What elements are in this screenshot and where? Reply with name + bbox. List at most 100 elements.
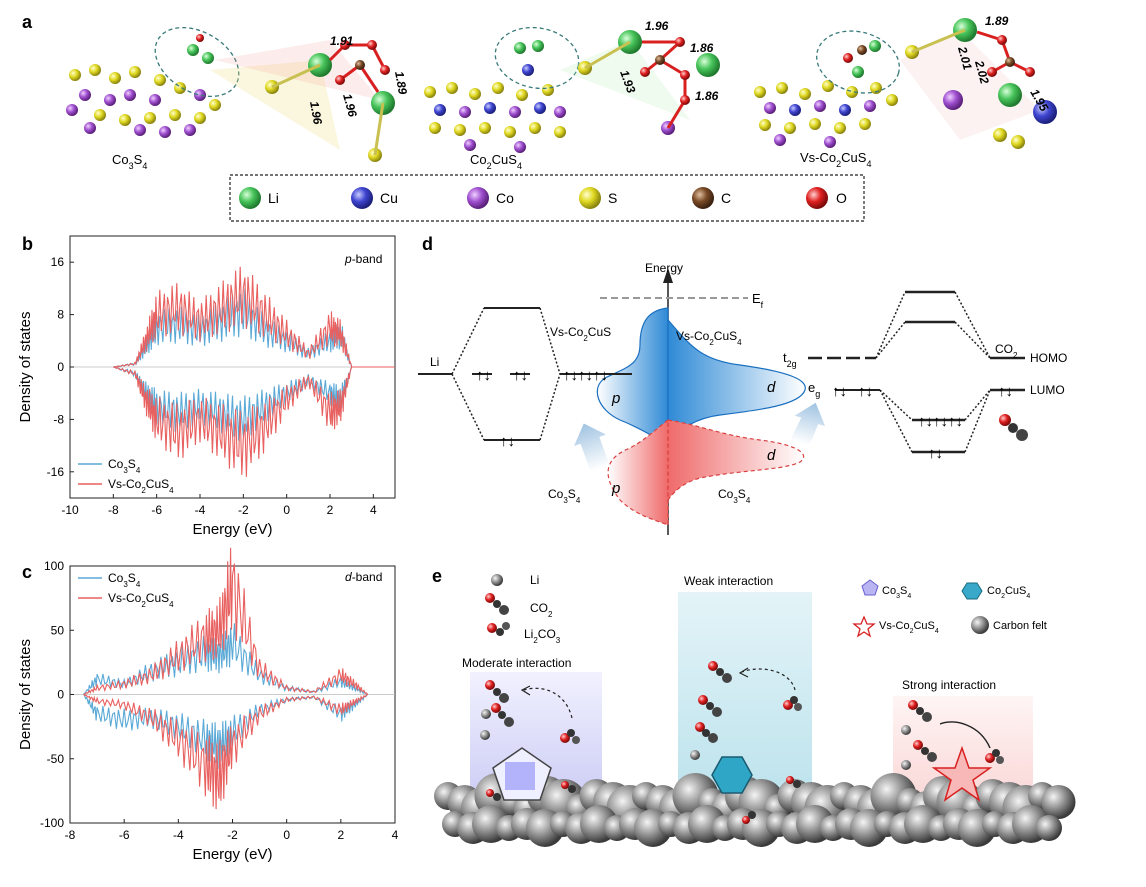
carbon-felt	[434, 773, 1076, 847]
x-tick-label: 2	[337, 828, 344, 842]
homo-label: HOMO	[1030, 351, 1067, 365]
weak-box	[678, 592, 812, 790]
d-band-chart: -8 -6 -4 -2 0 2 4 -100 -50 0 50 100 Energy (eV) Densi…	[17, 547, 399, 863]
y-axis-label: Density of states	[17, 639, 34, 750]
x-tick-label: -6	[151, 503, 162, 517]
legend-entry: Co3S4	[108, 457, 141, 475]
co3s4-label: Co3S4	[718, 487, 751, 505]
co2-label: CO2	[995, 342, 1018, 360]
p-label: p	[611, 390, 620, 407]
panel-d-label: d	[422, 234, 433, 254]
legend-s: S	[579, 187, 617, 209]
bond-length: 1.89	[985, 14, 1009, 28]
svg-text:↑↓: ↑↓	[476, 367, 491, 384]
svg-text:Carbon felt: Carbon felt	[993, 620, 1047, 632]
svg-text:↑↓: ↑↓	[858, 383, 873, 400]
svg-text:↑↓: ↑↓	[500, 433, 515, 450]
shift-arrow	[573, 423, 610, 472]
svg-text:Li2CO3: Li2CO3	[524, 627, 561, 645]
svg-text:CO2: CO2	[530, 601, 553, 619]
dos-red-d	[667, 419, 805, 502]
y-tick-label: 16	[51, 255, 65, 269]
x-tick-label: 0	[283, 828, 290, 842]
svg-text:Co3S4: Co3S4	[882, 585, 911, 600]
svg-text:Co: Co	[496, 190, 514, 206]
legend-entry: Vs-Co2CuS4	[108, 477, 174, 495]
d-label: d	[767, 447, 776, 464]
weak-label: Weak interaction	[684, 574, 773, 588]
energy-arrow	[663, 268, 673, 283]
bond-length: 1.96	[307, 100, 325, 126]
legend-c: C	[692, 187, 731, 209]
bond-length: 2.01	[955, 44, 975, 71]
legend-co3s4: Co3S4	[861, 579, 911, 600]
svg-text:Vs-Co2CuS4: Vs-Co2CuS4	[879, 620, 939, 635]
bond-length: 1.96	[645, 19, 669, 33]
y-tick-label: 0	[57, 688, 64, 702]
dos-blue-d	[667, 318, 806, 442]
bond-length: 1.86	[695, 89, 719, 103]
legend-co2cus4: Co2CuS4	[961, 582, 1030, 600]
svg-text:C: C	[721, 190, 731, 206]
series-line-Vs-Co2CuS4	[83, 547, 369, 696]
svg-text:Cu: Cu	[380, 190, 398, 206]
series-line-Vs-Co2CuS4	[113, 366, 395, 477]
legend-entry: Vs-Co2CuS4	[108, 591, 174, 609]
eg-label: eg	[808, 380, 820, 399]
legend-co: Co	[467, 187, 514, 209]
svg-text:S: S	[608, 190, 617, 206]
carbon-felt-ball	[1036, 815, 1062, 841]
strong-label: Strong interaction	[902, 678, 996, 692]
atom-cluster	[66, 64, 221, 138]
dos-blue-p	[596, 307, 669, 448]
vs-right-label: Vs-Co2CuS4	[676, 329, 742, 347]
co2-molecule	[999, 414, 1028, 441]
structure-name: Co2CuS4	[470, 152, 522, 171]
energy-label: Energy	[645, 261, 683, 275]
bond-length: 1.91	[330, 34, 354, 48]
legend-li2co3: Li2CO3	[487, 622, 561, 645]
svg-text:Li: Li	[268, 190, 279, 206]
vs-co2cus4-catalyst	[931, 745, 993, 802]
y-tick-label: -100	[40, 816, 64, 830]
svg-text:Co2CuS4: Co2CuS4	[987, 585, 1030, 600]
carbon-felt-ball	[1041, 785, 1076, 819]
y-tick-label: 8	[57, 308, 64, 322]
legend-li: Li	[491, 573, 539, 587]
atom-legend	[229, 174, 865, 222]
x-tick-label: -2	[238, 503, 249, 517]
svg-text:O: O	[836, 190, 847, 206]
vs-co2cus4-structure: 1.89 2.01 2.02 1.95 Vs-Co2CuS4	[754, 14, 1057, 169]
y-tick-label: 0	[57, 360, 64, 374]
legend-vs-co2cus4: Vs-Co2CuS4	[852, 615, 939, 638]
panel-c-label: c	[22, 562, 32, 582]
series-line-Vs-Co2CuS4	[113, 266, 395, 368]
co2cus4-structure: 1.96 1.86 1.93 1.86 Co2CuS4	[424, 19, 720, 171]
bond-length: 2.02	[972, 58, 992, 85]
y-tick-label: 50	[51, 623, 65, 637]
x-tick-label: -8	[108, 503, 119, 517]
svg-text:↑↓↑↓↑↓: ↑↓↑↓↑↓	[563, 367, 608, 384]
vs-left-label: Vs-Co2CuS	[550, 325, 611, 343]
x-axis-label: Energy (eV)	[192, 521, 272, 538]
svg-text:↑↓↑↓↑↓: ↑↓↑↓↑↓	[918, 413, 963, 430]
d-label: d	[767, 379, 776, 396]
x-axis-label: Energy (eV)	[192, 846, 272, 863]
panel-b-label: b	[22, 234, 33, 254]
legend-co2: CO2	[485, 593, 553, 619]
lumo-label: LUMO	[1030, 383, 1065, 397]
x-tick-label: 4	[370, 503, 377, 517]
li-label: Li	[430, 355, 439, 369]
panel-d: d Energy Ef p d p d Vs-Co2CuS Vs-Co2CuS4…	[418, 234, 1067, 535]
y-tick-label: -8	[53, 412, 64, 426]
svg-text:↑↓: ↑↓	[513, 367, 528, 384]
panel-a-label: a	[22, 12, 33, 32]
legend-cu: Cu	[351, 187, 398, 209]
svg-text:↑↓: ↑↓	[998, 383, 1013, 400]
moderate-label: Moderate interaction	[462, 656, 571, 670]
bond-length: 1.96	[340, 92, 360, 118]
x-tick-label: -4	[195, 503, 206, 517]
bond-length: 1.86	[690, 41, 714, 55]
legend-li: Li	[239, 187, 279, 209]
